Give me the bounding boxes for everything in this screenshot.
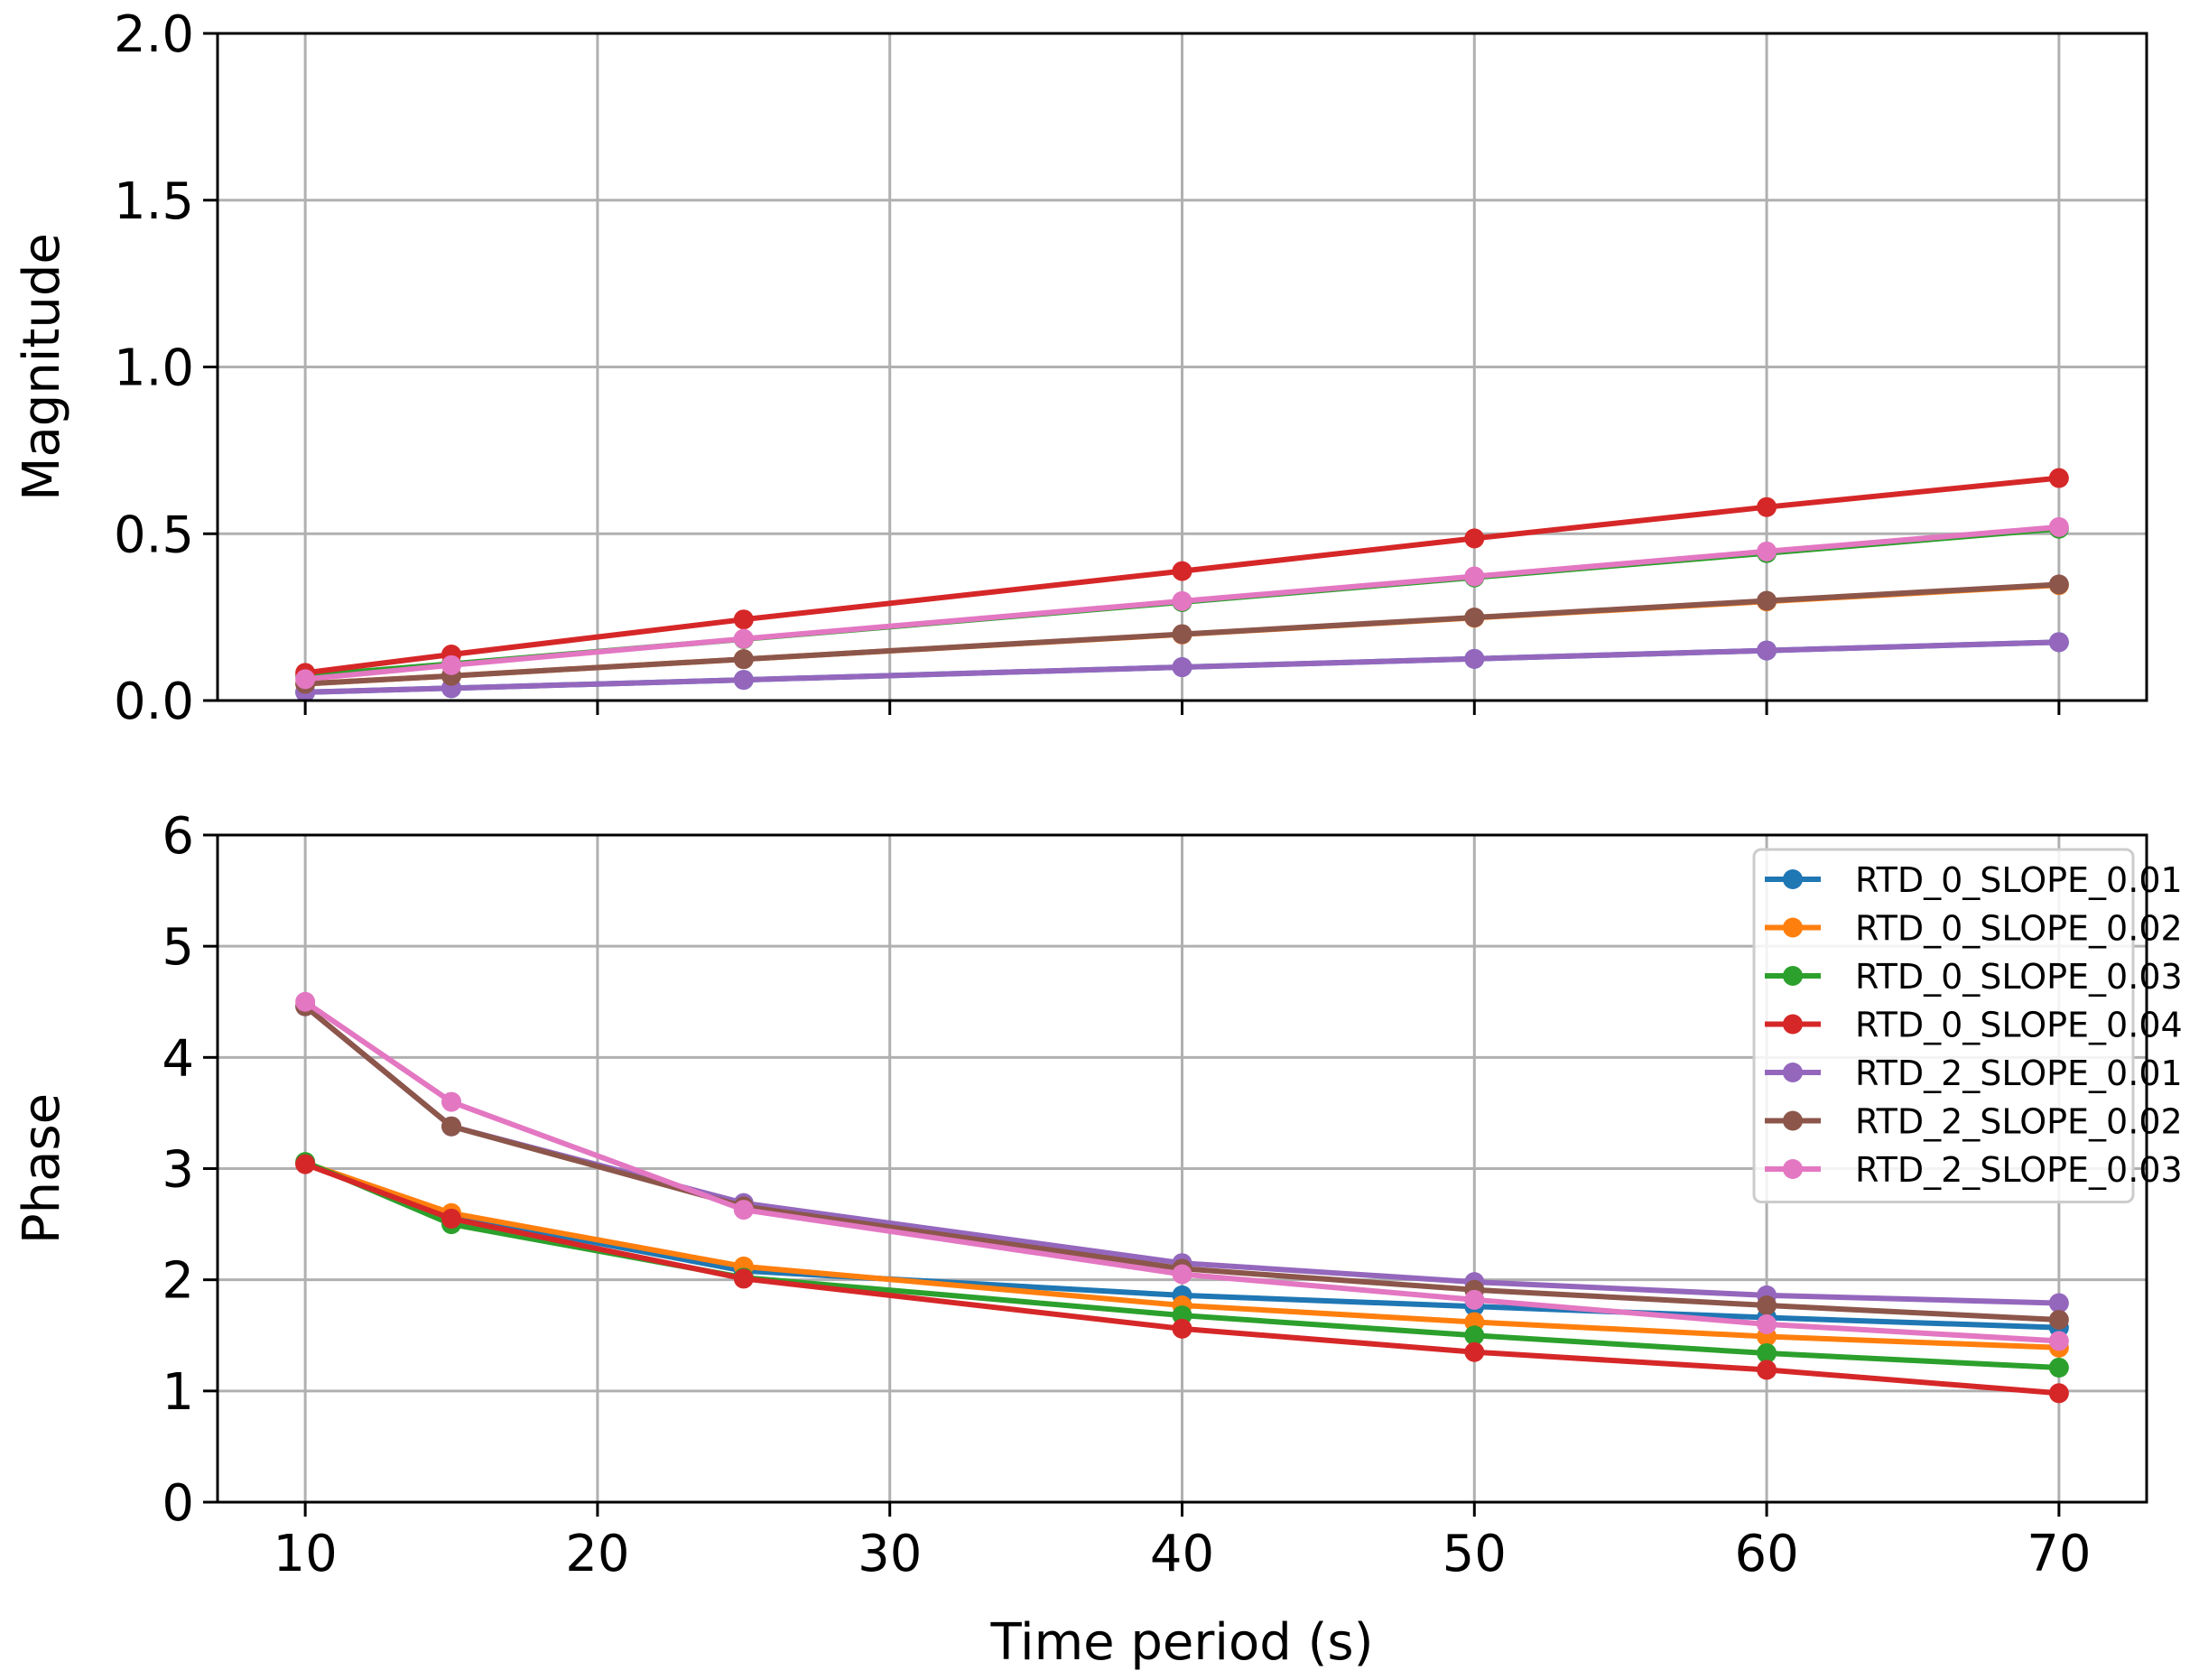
magnitude-y-tick-label: 2.0	[114, 5, 194, 64]
magnitude-point-rtd-0-slope-0-04	[2048, 468, 2069, 488]
phase-y-tick-label: 1	[162, 1363, 194, 1422]
legend-marker-rtd-2-slope-0-03	[1783, 1159, 1803, 1179]
legend-box	[1752, 848, 2135, 1203]
magnitude-point-rtd-2-slope-0-01	[2048, 632, 2069, 653]
legend-label-rtd-2-slope-0-03: RTD_2_SLOPE_0.03	[1855, 1150, 2183, 1190]
phase-point-rtd-0-slope-0-04	[1464, 1341, 1485, 1362]
magnitude-y-tick-label: 0.0	[114, 673, 194, 731]
phase-x-tick-label: 20	[565, 1525, 629, 1583]
legend-label-rtd-2-slope-0-01: RTD_2_SLOPE_0.01	[1855, 1053, 2183, 1093]
magnitude-point-rtd-2-slope-0-01	[1464, 648, 1485, 669]
magnitude-point-rtd-2-slope-0-03	[295, 669, 316, 690]
magnitude-point-rtd-2-slope-0-01	[733, 670, 754, 691]
magnitude-point-rtd-2-slope-0-03	[1464, 566, 1485, 587]
legend-marker-rtd-0-slope-0-04	[1783, 1014, 1803, 1035]
legend-marker-rtd-2-slope-0-02	[1783, 1110, 1803, 1131]
legend-marker-rtd-2-slope-0-01	[1783, 1063, 1803, 1082]
magnitude-point-rtd-0-slope-0-04	[1172, 561, 1192, 581]
magnitude-point-rtd-2-slope-0-03	[441, 654, 462, 675]
magnitude-point-rtd-0-slope-0-04	[1757, 497, 1777, 517]
magnitude-point-rtd-2-slope-0-03	[1172, 590, 1192, 611]
phase-y-tick-label: 0	[162, 1474, 194, 1533]
magnitude-y-tick-label: 1.5	[114, 172, 194, 231]
phase-point-rtd-0-slope-0-03	[1757, 1342, 1777, 1363]
phase-point-rtd-2-slope-0-03	[1757, 1313, 1777, 1334]
phase-point-rtd-2-slope-0-02	[2048, 1310, 2069, 1331]
magnitude-point-rtd-2-slope-0-02	[1172, 624, 1192, 645]
phase-point-rtd-2-slope-0-03	[733, 1200, 754, 1221]
phase-point-rtd-2-slope-0-01	[2048, 1293, 2069, 1313]
phase-point-rtd-0-slope-0-04	[733, 1268, 754, 1289]
legend-label-rtd-0-slope-0-04: RTD_0_SLOPE_0.04	[1855, 1006, 2183, 1045]
phase-x-tick-label: 10	[274, 1525, 338, 1583]
legend-marker-rtd-0-slope-0-01	[1783, 869, 1803, 889]
magnitude-point-rtd-0-slope-0-04	[1464, 528, 1485, 549]
phase-x-tick-label: 40	[1150, 1525, 1214, 1583]
magnitude-point-rtd-2-slope-0-02	[733, 649, 754, 670]
phase-panel: 10 20 30 40 50 60 70 0 1 2 3 4 5 6 Phase Time period (s…	[13, 807, 2183, 1672]
legend-label-rtd-2-slope-0-02: RTD_2_SLOPE_0.02	[1855, 1102, 2183, 1142]
magnitude-point-rtd-2-slope-0-02	[2048, 574, 2069, 595]
magnitude-y-axis-label: Magnitude	[13, 233, 71, 501]
legend-marker-rtd-0-slope-0-03	[1783, 966, 1803, 986]
phase-x-tick-label: 60	[1734, 1525, 1798, 1583]
phase-point-rtd-2-slope-0-02	[441, 1116, 462, 1137]
magnitude-point-rtd-2-slope-0-02	[1464, 607, 1485, 627]
phase-point-rtd-0-slope-0-04	[1757, 1360, 1777, 1380]
magnitude-point-rtd-2-slope-0-03	[1757, 541, 1777, 562]
phase-point-rtd-2-slope-0-03	[2048, 1331, 2069, 1351]
legend-label-rtd-0-slope-0-03: RTD_0_SLOPE_0.03	[1855, 957, 2183, 997]
phase-point-rtd-0-slope-0-04	[2048, 1383, 2069, 1404]
magnitude-point-rtd-0-slope-0-04	[733, 609, 754, 630]
phase-y-axis-label: Phase	[13, 1093, 71, 1244]
magnitude-point-rtd-2-slope-0-01	[1172, 657, 1192, 678]
magnitude-y-tick-label: 1.0	[114, 339, 194, 398]
magnitude-point-rtd-2-slope-0-03	[733, 628, 754, 649]
legend-label-rtd-0-slope-0-02: RTD_0_SLOPE_0.02	[1855, 909, 2183, 949]
phase-y-tick-label: 5	[162, 918, 194, 977]
phase-point-rtd-2-slope-0-03	[295, 991, 316, 1012]
phase-point-rtd-2-slope-0-03	[1172, 1264, 1192, 1285]
magnitude-y-tick-label: 0.5	[114, 506, 194, 564]
phase-point-rtd-0-slope-0-04	[295, 1154, 316, 1174]
phase-x-axis-label: Time period (s)	[990, 1613, 1374, 1672]
magnitude-point-rtd-2-slope-0-01	[1757, 640, 1777, 661]
phase-x-tick-label: 70	[2027, 1525, 2091, 1583]
phase-y-tick-label: 3	[162, 1141, 194, 1200]
phase-point-rtd-0-slope-0-04	[1172, 1318, 1192, 1339]
phase-point-rtd-2-slope-0-03	[441, 1091, 462, 1112]
phase-point-rtd-0-slope-0-03	[2048, 1357, 2069, 1378]
phase-y-tick-label: 2	[162, 1252, 194, 1311]
phase-y-tick-label: 6	[162, 807, 194, 866]
phase-x-tick-label: 30	[858, 1525, 922, 1583]
phase-point-rtd-2-slope-0-03	[1464, 1289, 1485, 1310]
legend-marker-rtd-0-slope-0-02	[1783, 917, 1803, 938]
magnitude-point-rtd-2-slope-0-03	[2048, 516, 2069, 537]
phase-point-rtd-0-slope-0-04	[441, 1208, 462, 1229]
legend: RTD_0_SLOPE_0.01 RTD_0_SLOPE_0.02 RTD_0_SL…	[1752, 848, 2183, 1203]
magnitude-panel: 0.0 0.5 1.0 1.5 2.0 Magnitude	[13, 5, 2148, 731]
phase-x-tick-label: 50	[1443, 1525, 1507, 1583]
phase-point-rtd-0-slope-0-03	[1464, 1325, 1485, 1346]
phase-point-rtd-2-slope-0-02	[1757, 1295, 1777, 1315]
magnitude-point-rtd-2-slope-0-02	[1757, 590, 1777, 611]
phase-y-tick-label: 4	[162, 1029, 194, 1088]
legend-label-rtd-0-slope-0-01: RTD_0_SLOPE_0.01	[1855, 860, 2183, 900]
